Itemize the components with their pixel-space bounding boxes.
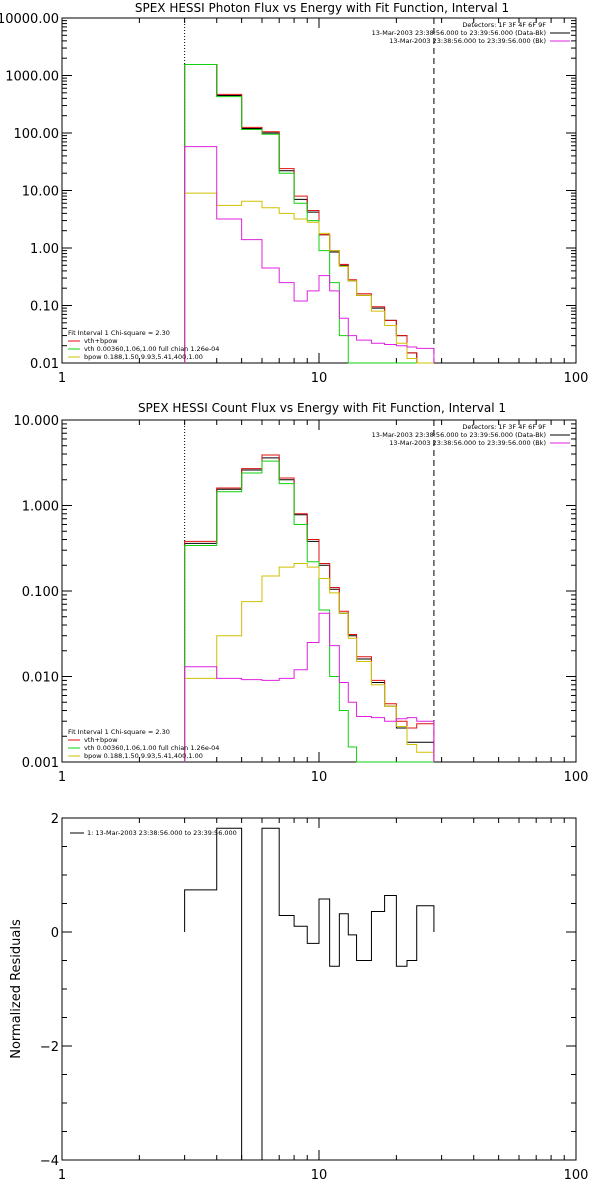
energy-range-markers: [184, 18, 435, 363]
x-tick-label: 100: [564, 371, 589, 386]
y-tick-label: 10.000: [14, 414, 60, 429]
y-tick-label: 0: [51, 926, 59, 941]
series-4: [184, 146, 435, 363]
y-tick-label: 1.000: [22, 500, 59, 515]
legend-entry: 1: 13-Mar-2003 23:38:56.000 to 23:39:56.…: [87, 829, 237, 837]
axis-ticks: 1 10 100 10.000 1.000 0.100 0.010 0.001: [14, 414, 589, 785]
fit-legend-label: vth 0.00360,1.06,1.00 full chian 1.26e-0…: [84, 345, 219, 353]
photon-flux-panel: SPEX HESSI Photon Flux vs Energy with Fi…: [0, 1, 588, 386]
x-tick-label: 10: [311, 371, 328, 386]
y-tick-label: 0.001: [22, 756, 59, 771]
plot-frame: [61, 17, 577, 364]
x-tick-label: 1: [58, 770, 66, 785]
y-axis-label: Normalized Residuals: [9, 919, 24, 1059]
chart-title: SPEX HESSI Photon Flux vs Energy with Fi…: [135, 1, 509, 15]
residuals-panel: Normalized Residuals 1 10 100 2 0 −2 −4 1: 13-…: [9, 812, 588, 1183]
y-tick-label: 10.00: [22, 185, 59, 200]
y-tick-label: 0.10: [30, 300, 59, 315]
y-tick-label: 1000.00: [5, 70, 59, 85]
x-tick-label: 10: [311, 1168, 328, 1183]
data-series: [184, 64, 435, 364]
x-tick-label: 10: [311, 770, 328, 785]
x-tick-label: 100: [564, 1168, 589, 1183]
fit-legend-label: bpow 0.188,1.50,9.93,5.41,400,1.00: [84, 752, 203, 760]
fit-legend-label: vth+bpow: [84, 736, 118, 744]
y-tick-label: 0.100: [22, 585, 59, 600]
plot-frame: [61, 817, 577, 1161]
legend-header-line: 13-Mar-2003 23:38:56.000 to 23:39:56.000…: [372, 431, 546, 439]
axis-ticks: 1 10 100 2 0 −2 −4: [40, 812, 589, 1183]
x-tick-label: 1: [58, 371, 66, 386]
legend-header-line: Detectors: 1F 3F 4F 6F 9F: [462, 21, 546, 29]
y-tick-label: −4: [40, 1154, 59, 1169]
y-tick-label: 0.010: [22, 671, 59, 686]
fit-legend-label: vth+bpow: [84, 337, 118, 345]
series-1: [184, 454, 435, 762]
y-tick-label: 0.01: [30, 357, 59, 372]
series-4: [184, 612, 435, 762]
axis-ticks: 1 10 100 10000.00 1000.00 100.00 10.00 1.00 0.10…: [0, 12, 588, 386]
series-1: [184, 64, 434, 364]
legend-header-line: 13-Mar-2003 23:38:56.000 to 23:39:56.000…: [389, 37, 546, 45]
x-tick-label: 1: [58, 1168, 66, 1183]
data-series: [184, 827, 435, 1161]
y-tick-label: 100.00: [14, 127, 60, 142]
legend-header-line: Detectors: 1F 3F 4F 6F 9F: [462, 423, 546, 431]
chart-title: SPEX HESSI Count Flux vs Energy with Fit…: [138, 401, 506, 415]
x-tick-label: 100: [564, 770, 589, 785]
series-0: [184, 64, 434, 364]
legend-header-line: 13-Mar-2003 23:38:56.000 to 23:39:56.000…: [389, 439, 546, 447]
series-2: [184, 460, 434, 763]
fit-header: Fit Interval 1 Chi-square = 2.30: [68, 329, 170, 337]
y-tick-label: −2: [40, 1040, 59, 1055]
y-tick-label: 10000.00: [0, 12, 59, 27]
residual-series: [184, 827, 435, 1161]
legend: 1: 13-Mar-2003 23:38:56.000 to 23:39:56.…: [70, 829, 237, 837]
series-3: [184, 192, 434, 364]
fit-legend-label: vth 0.00360,1.06,1.00 full chian 1.26e-0…: [84, 744, 219, 752]
y-tick-label: 1.00: [30, 242, 59, 257]
legend-header-line: 13-Mar-2003 23:38:56.000 to 23:39:56.000…: [372, 29, 546, 37]
y-tick-label: 2: [51, 812, 59, 827]
data-series: [184, 454, 435, 763]
count-flux-panel: SPEX HESSI Count Flux vs Energy with Fit…: [14, 401, 589, 785]
series-2: [184, 64, 434, 364]
fit-header: Fit Interval 1 Chi-square = 2.30: [68, 728, 170, 736]
series-3: [184, 562, 435, 762]
fit-legend-label: bpow 0.188,1.50,9.93,5.41,400,1.00: [84, 353, 203, 361]
